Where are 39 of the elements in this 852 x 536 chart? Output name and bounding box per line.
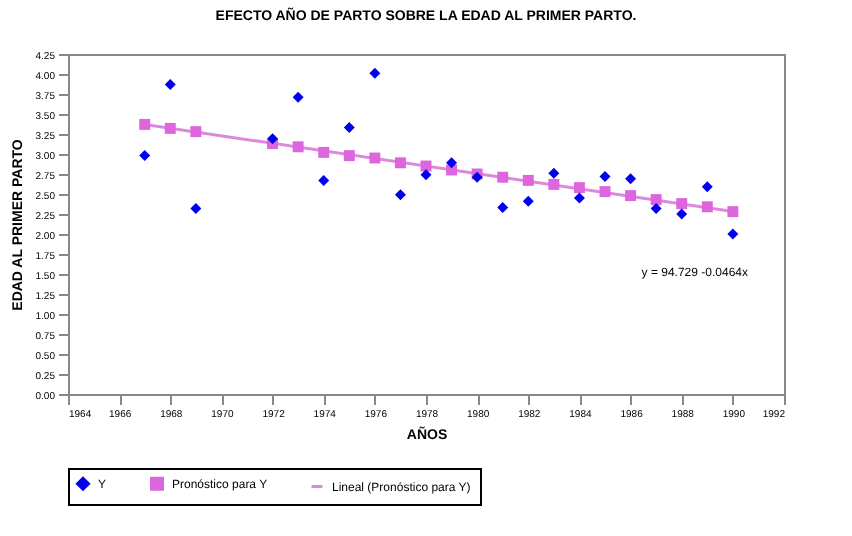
point	[625, 173, 637, 185]
point	[497, 171, 509, 183]
point	[343, 150, 355, 162]
point	[446, 157, 458, 169]
point	[727, 206, 739, 218]
point	[497, 202, 509, 214]
point	[318, 146, 330, 158]
point	[650, 194, 662, 206]
point	[394, 157, 406, 169]
point	[139, 150, 151, 162]
point	[650, 202, 662, 214]
point	[548, 167, 560, 179]
point	[676, 208, 688, 220]
point	[164, 122, 176, 134]
point	[190, 202, 202, 214]
point	[701, 201, 713, 213]
point	[522, 174, 534, 186]
point	[369, 67, 381, 79]
point	[701, 181, 713, 193]
point	[343, 122, 355, 134]
point	[267, 133, 279, 145]
point	[676, 198, 688, 210]
point	[292, 141, 304, 153]
point	[394, 189, 406, 201]
point	[369, 152, 381, 164]
point	[573, 192, 585, 204]
point	[599, 186, 611, 198]
point	[548, 178, 560, 190]
point	[318, 174, 330, 186]
point	[420, 169, 432, 181]
point	[522, 195, 534, 207]
point	[599, 170, 611, 182]
point	[573, 182, 585, 194]
point	[190, 126, 202, 138]
point	[139, 118, 151, 130]
point	[625, 190, 637, 202]
point	[292, 91, 304, 103]
point	[164, 78, 176, 90]
point	[727, 228, 739, 240]
